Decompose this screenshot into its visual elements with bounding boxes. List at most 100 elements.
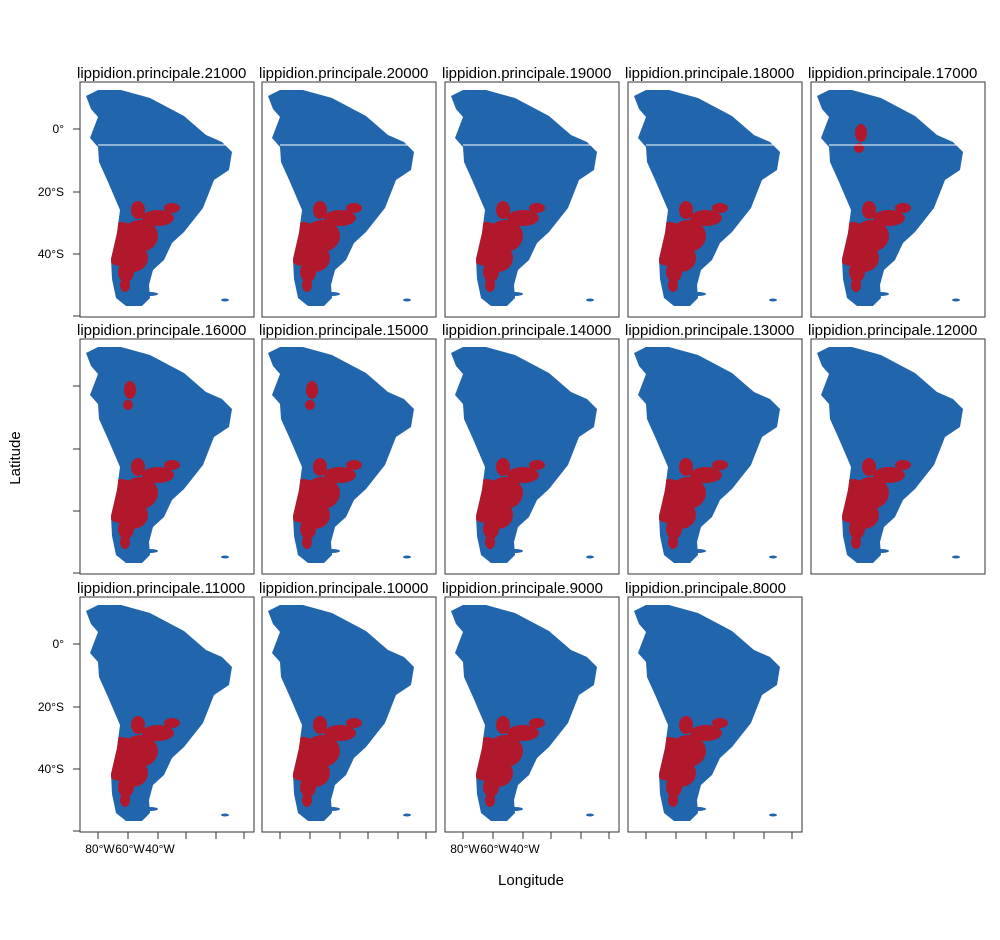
presence-blob — [324, 467, 356, 483]
presence-blob — [862, 458, 876, 476]
island — [308, 294, 320, 298]
presence-blob — [485, 793, 495, 807]
panel-frame — [261, 596, 437, 833]
panel-title: lippidion.principale.16000 — [77, 322, 246, 339]
presence-blob — [483, 519, 499, 539]
presence-blob — [679, 716, 693, 734]
presence-blob — [853, 220, 889, 252]
presence-blob — [853, 477, 889, 509]
x-tick-label: 40°W — [145, 842, 175, 856]
island — [952, 298, 960, 302]
map-panel: lippidion.principale.16000 — [77, 322, 255, 575]
presence-blob — [346, 203, 362, 213]
presence-blob — [666, 262, 682, 282]
island — [873, 549, 889, 553]
island — [491, 809, 503, 813]
presence-blob — [873, 210, 905, 226]
island — [308, 551, 320, 555]
presence-blob — [851, 278, 861, 292]
island — [403, 555, 411, 559]
panel-frame — [79, 81, 255, 318]
presence-blob — [690, 725, 722, 741]
panel-title: lippidion.principale.15000 — [259, 322, 428, 339]
presence-blob — [131, 458, 145, 476]
presence-blob — [304, 477, 340, 509]
presence-blob — [668, 535, 678, 549]
presence-blob — [120, 278, 130, 292]
presence-blob — [123, 400, 133, 410]
presence-area — [101, 716, 180, 807]
presence-blob — [313, 716, 327, 734]
presence-blob — [487, 220, 523, 252]
x-tick-label: 80°W — [450, 842, 480, 856]
island — [769, 298, 777, 302]
island — [324, 549, 340, 553]
presence-area — [101, 201, 180, 292]
presence-blob — [690, 210, 722, 226]
panel-frame — [444, 596, 620, 833]
panel-frame — [79, 596, 255, 833]
presence-blob — [507, 467, 539, 483]
panel-title: lippidion.principale.11000 — [77, 580, 245, 597]
presence-blob — [529, 203, 545, 213]
y-tick-label: 20°S — [38, 700, 64, 714]
presence-area — [466, 716, 545, 807]
presence-area — [283, 716, 362, 807]
panel-frame — [810, 338, 986, 575]
island — [690, 292, 706, 296]
panel-frame — [444, 338, 620, 575]
x-tick-label: 80°W — [85, 842, 115, 856]
map-panel: lippidion.principale.15000 — [259, 322, 437, 575]
land-mass — [268, 347, 414, 563]
island — [586, 813, 594, 817]
land-mass — [634, 605, 780, 821]
presence-blob — [131, 201, 145, 219]
panel-title: lippidion.principale.21000 — [77, 65, 246, 82]
presence-blob — [304, 735, 340, 767]
island — [491, 551, 503, 555]
presence-blob — [324, 725, 356, 741]
island — [142, 549, 158, 553]
panel-title: lippidion.principale.17000 — [808, 65, 977, 82]
presence-blob — [496, 201, 510, 219]
presence-blob — [670, 220, 706, 252]
map-panel: lippidion.principale.11000 — [77, 580, 255, 833]
presence-blob — [164, 718, 180, 728]
presence-blob — [122, 735, 158, 767]
map-panel: lippidion.principale.8000 — [625, 580, 803, 833]
presence-blob — [670, 735, 706, 767]
panel-frame — [261, 338, 437, 575]
island — [221, 555, 229, 559]
island — [126, 294, 138, 298]
presence-blob — [302, 793, 312, 807]
presence-blob — [142, 725, 174, 741]
y-tick-label: 0° — [53, 637, 65, 651]
presence-blob — [122, 477, 158, 509]
presence-blob — [855, 124, 867, 142]
island — [690, 549, 706, 553]
presence-blob — [120, 793, 130, 807]
y-tick-label: 0° — [53, 122, 65, 136]
island — [507, 292, 523, 296]
presence-blob — [712, 203, 728, 213]
island — [586, 555, 594, 559]
island — [324, 292, 340, 296]
presence-blob — [485, 278, 495, 292]
presence-blob — [507, 210, 539, 226]
presence-blob — [487, 477, 523, 509]
island — [324, 807, 340, 811]
presence-blob — [712, 460, 728, 470]
presence-blob — [668, 278, 678, 292]
presence-blob — [118, 777, 134, 797]
island — [674, 809, 686, 813]
presence-blob — [849, 519, 865, 539]
presence-blob — [131, 716, 145, 734]
island — [221, 298, 229, 302]
map-panel: lippidion.principale.20000 — [259, 65, 437, 318]
panel-title: lippidion.principale.20000 — [259, 65, 428, 82]
land-mass — [86, 90, 232, 306]
panel-title: lippidion.principale.9000 — [442, 580, 603, 597]
presence-blob — [485, 535, 495, 549]
presence-blob — [324, 210, 356, 226]
island — [507, 807, 523, 811]
